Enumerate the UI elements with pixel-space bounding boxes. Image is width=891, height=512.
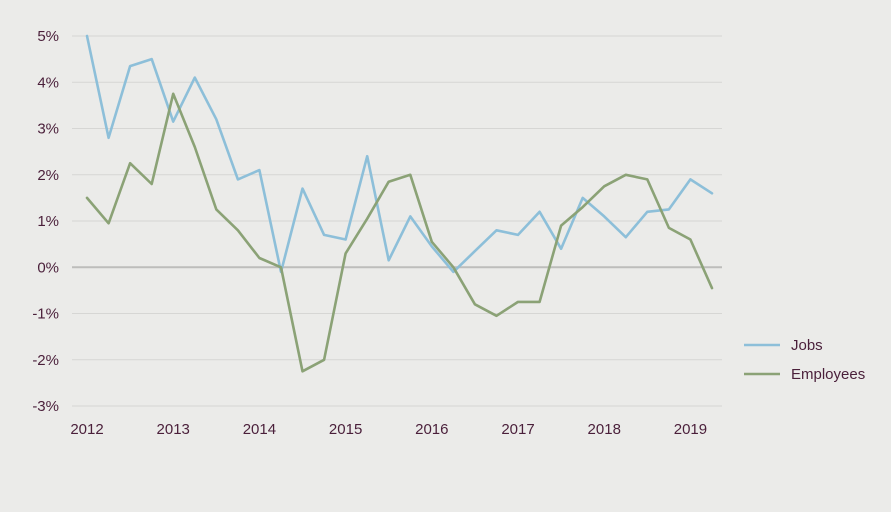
legend-label-jobs: Jobs [791, 337, 823, 354]
legend-label-employees: Employees [791, 366, 865, 383]
x-tick-label: 2012 [70, 421, 103, 438]
y-tick-label: -1% [32, 306, 59, 323]
series-line-employees [85, 92, 714, 373]
x-tick-label: 2016 [415, 421, 448, 438]
x-tick-label: 2015 [329, 421, 362, 438]
x-tick-label: 2014 [243, 421, 276, 438]
y-tick-label: -2% [32, 352, 59, 369]
y-tick-label: 2% [37, 167, 59, 184]
y-tick-label: 3% [37, 121, 59, 138]
y-tick-label: -3% [32, 398, 59, 415]
y-tick-label: 1% [37, 213, 59, 230]
x-tick-label: 2017 [501, 421, 534, 438]
x-tick-label: 2018 [588, 421, 621, 438]
x-tick-label: 2013 [157, 421, 190, 438]
x-tick-label: 2019 [674, 421, 707, 438]
y-tick-label: 0% [37, 259, 59, 276]
y-tick-label: 4% [37, 74, 59, 91]
series-line-jobs [85, 34, 714, 274]
y-tick-label: 5% [37, 28, 59, 45]
